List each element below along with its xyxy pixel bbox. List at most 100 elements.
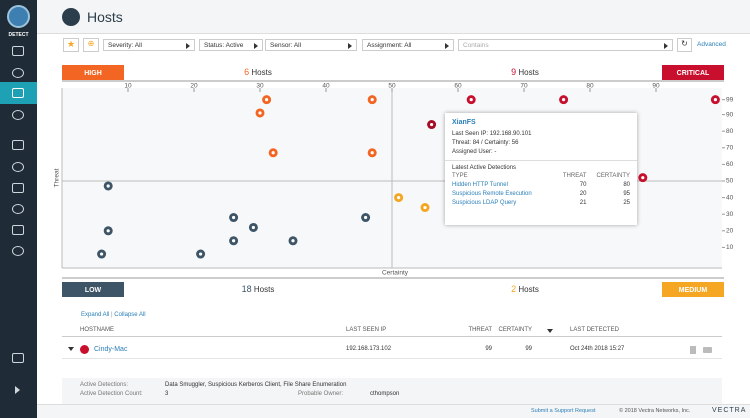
- host-point-glyph: [364, 215, 368, 220]
- y-axis-label: Threat: [54, 168, 61, 187]
- high-count-text: 6 Hosts: [244, 67, 272, 77]
- host-point-glyph: [106, 184, 110, 188]
- tooltip-score: 21: [579, 199, 587, 206]
- header-icon: [62, 8, 80, 26]
- logo: [7, 5, 30, 28]
- host-point-glyph: [271, 151, 275, 155]
- severity-select[interactable]: Severity: All: [103, 39, 195, 51]
- host-point-glyph: [100, 252, 104, 256]
- row-host[interactable]: Cindy-Mac: [94, 346, 128, 353]
- detail-owner: cthompson: [370, 391, 400, 397]
- y-tick-label: 60: [726, 161, 734, 168]
- column-header: HOSTNAME: [80, 327, 115, 333]
- x-tick-label: 10: [124, 83, 132, 90]
- host-point-glyph: [430, 122, 434, 127]
- y-tick-label: 40: [726, 194, 734, 201]
- collapse-all[interactable]: Collapse All: [114, 312, 146, 318]
- tooltip-score: 95: [623, 190, 630, 197]
- x-tick-label: 70: [520, 83, 528, 90]
- tooltip-user-label: Assigned User:: [452, 149, 493, 155]
- tooltip-score: 80: [623, 181, 630, 188]
- product-name: DETECT: [8, 32, 29, 38]
- x-tick-label: 40: [322, 83, 330, 90]
- nav-reports[interactable]: [12, 140, 24, 150]
- host-point-glyph: [562, 98, 566, 102]
- host-point-glyph: [265, 98, 269, 102]
- row-toggle[interactable]: [68, 347, 74, 351]
- row-severity-icon: [80, 345, 89, 354]
- sort-indicator: [547, 329, 553, 333]
- sensor-select[interactable]: Sensor: All: [265, 39, 357, 51]
- y-tick-label: 20: [726, 228, 734, 235]
- search-input[interactable]: Contains: [458, 39, 673, 51]
- advanced-link[interactable]: Advanced: [697, 41, 726, 48]
- nav-config[interactable]: [12, 204, 24, 214]
- row-certainty: 99: [525, 346, 532, 352]
- favorite-filter[interactable]: ★: [63, 38, 79, 52]
- row-ip: 192.168.173.102: [346, 346, 392, 352]
- nav-expand[interactable]: [15, 386, 20, 394]
- tooltip-host[interactable]: XianFS: [452, 119, 476, 126]
- nav-user[interactable]: [12, 246, 24, 256]
- host-point-glyph: [423, 205, 427, 210]
- tooltip-row: Suspicious LDAP Query 21 25: [452, 198, 630, 207]
- tooltip-row: Hidden HTTP Tunnel 70 80: [452, 180, 630, 189]
- y-tick-label: 99: [726, 96, 734, 103]
- nav-active: [0, 82, 37, 104]
- column-header: LAST DETECTED: [570, 327, 619, 333]
- low-banner: [62, 282, 124, 297]
- quadrant-chart: 10 20 30 40 50 60 70 80 90 10 20 30 40 50 60 70 80 90 99 Ce…: [54, 65, 734, 297]
- support-link[interactable]: Submit a Support Request: [531, 408, 596, 414]
- separator: |: [111, 312, 113, 318]
- detail-owner-label: Probable Owner:: [298, 391, 344, 397]
- medium-count: 2: [511, 284, 516, 294]
- nav-accounts[interactable]: [12, 110, 24, 120]
- host-point-glyph: [251, 225, 255, 230]
- low-unit: Hosts: [254, 285, 274, 294]
- critical-count: 9: [511, 67, 516, 77]
- nav-settings[interactable]: [12, 183, 24, 193]
- host-point-glyph: [370, 98, 374, 102]
- x-tick-label: 80: [586, 83, 594, 90]
- nav-hosts[interactable]: [12, 88, 24, 98]
- y-tick-label: 50: [726, 178, 734, 185]
- status-select[interactable]: Status: Active: [199, 39, 263, 51]
- high-label: HIGH: [84, 70, 102, 77]
- host-point-glyph: [232, 215, 236, 220]
- x-axis-label: Certainty: [382, 270, 409, 277]
- detail-detections: Data Smuggler, Suspicious Kerberos Clien…: [165, 382, 347, 388]
- critical-unit: Hosts: [518, 68, 538, 77]
- column-header: THREAT: [468, 327, 492, 333]
- host-point-glyph: [199, 252, 203, 256]
- y-tick-label: 10: [726, 244, 734, 251]
- refresh-button[interactable]: ↻: [677, 38, 692, 52]
- tooltip-threat: 84: [472, 140, 480, 146]
- sidebar: DETECT: [0, 0, 37, 418]
- nav-network[interactable]: [12, 68, 24, 78]
- nav-manage[interactable]: [12, 225, 24, 235]
- tooltip-column: TYPE: [452, 172, 468, 179]
- medium-unit: Hosts: [518, 285, 538, 294]
- medium-label: MEDIUM: [679, 287, 708, 294]
- row-tag: [703, 347, 712, 353]
- expand-all[interactable]: Expand All: [81, 312, 110, 318]
- y-tick-label: 30: [726, 211, 734, 218]
- assignment-select[interactable]: Assignment: All: [362, 39, 454, 51]
- tooltip-score: 70: [579, 181, 587, 188]
- host-point-glyph: [232, 239, 236, 243]
- medium-count-text: 2 Hosts: [511, 284, 539, 294]
- critical-label: CRITICAL: [677, 70, 710, 77]
- y-tick-label: 80: [726, 128, 734, 135]
- tooltip-column: THREAT: [562, 172, 587, 179]
- host-point-glyph: [397, 196, 401, 200]
- host-point-glyph: [469, 98, 473, 102]
- x-tick-label: 60: [454, 83, 462, 90]
- nav-dashboard[interactable]: [12, 46, 24, 56]
- tooltip-user: -: [494, 149, 497, 155]
- critical-banner: [662, 65, 724, 80]
- target-filter[interactable]: ⊕: [83, 38, 99, 52]
- tooltip-header-row: TYPE THREAT CERTAINTY: [452, 171, 630, 180]
- nav-logout[interactable]: [12, 353, 24, 363]
- nav-triage[interactable]: [12, 162, 24, 172]
